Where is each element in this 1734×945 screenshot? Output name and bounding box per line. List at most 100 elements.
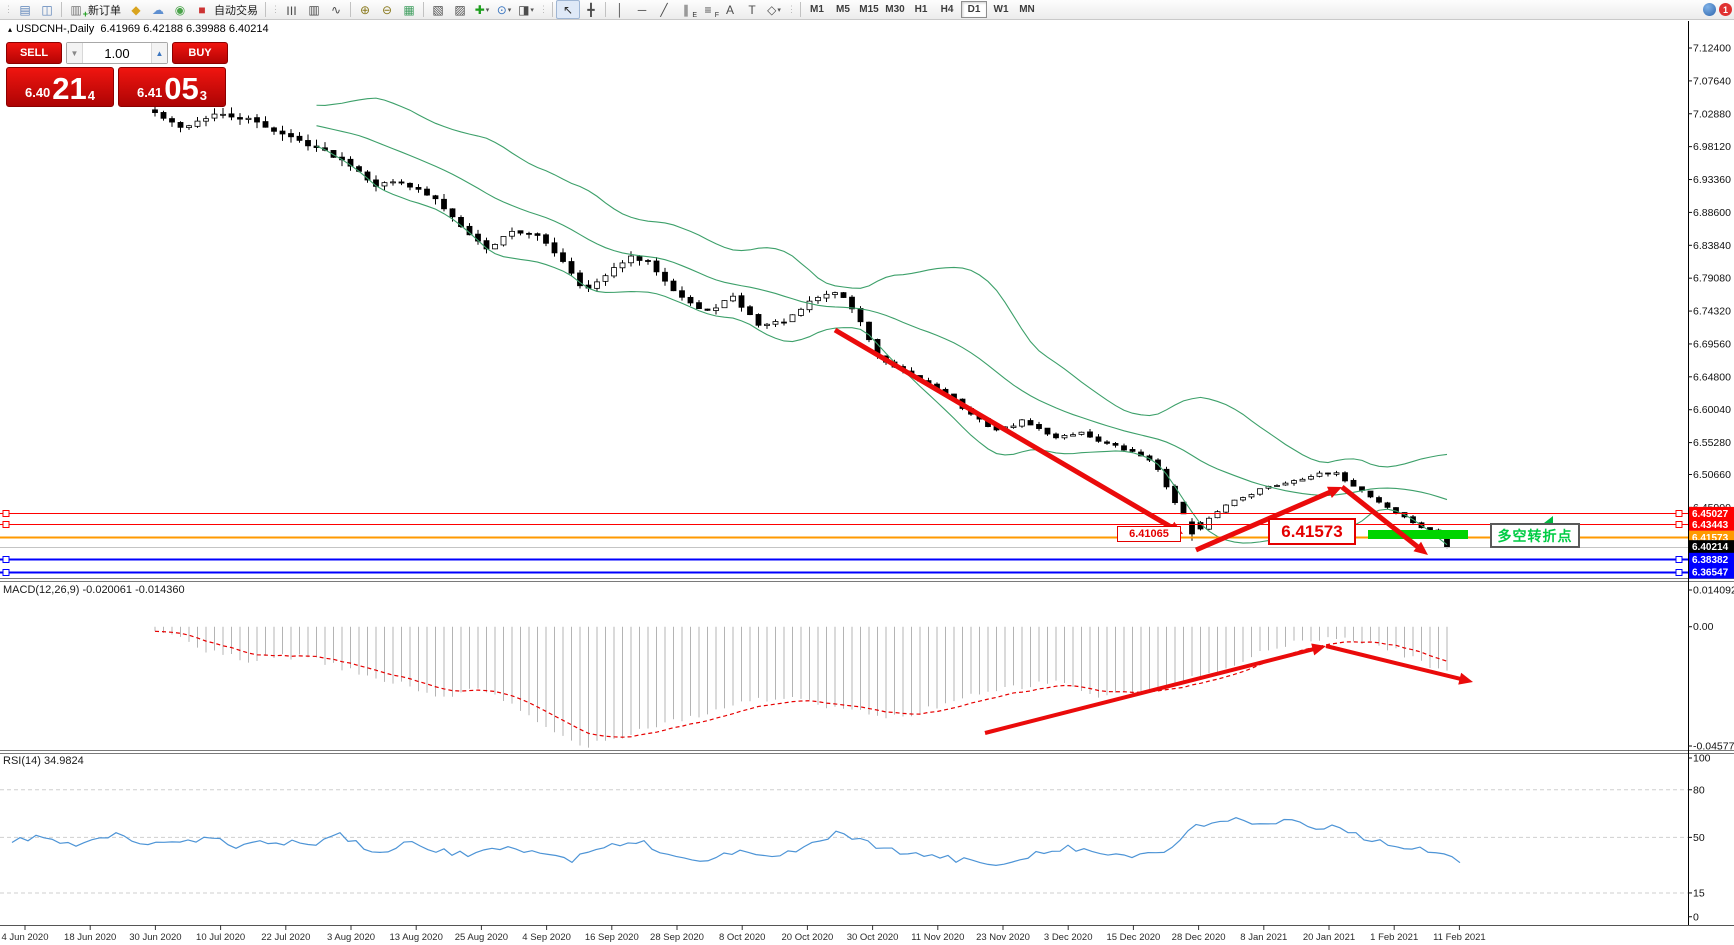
rsi-line [11, 817, 1461, 866]
candlestick-series [152, 105, 1450, 549]
rsi-indicator-label: RSI(14) 34.9824 [3, 755, 84, 767]
channel-tool-icon[interactable]: ∥ E [683, 2, 697, 20]
volume-increase-icon[interactable]: ▲ [151, 43, 167, 63]
svg-text:6.98120: 6.98120 [1693, 141, 1731, 153]
svg-text:0: 0 [1693, 911, 1699, 923]
sell-button[interactable]: SELL [6, 42, 62, 64]
toolbar-separator [61, 2, 62, 17]
vertical-line-tool-icon[interactable]: │ [616, 2, 624, 17]
svg-text:6.45027: 6.45027 [1692, 509, 1729, 520]
buy-button[interactable]: BUY [172, 42, 228, 64]
line-chart-icon[interactable]: ∿ [330, 2, 342, 17]
alerts-icon[interactable] [1703, 3, 1716, 16]
data-window-icon[interactable]: ◫ [41, 2, 53, 17]
svg-text:6.43443: 6.43443 [1692, 520, 1729, 531]
horizontal-level-lines[interactable] [0, 510, 1688, 576]
macd-indicator-label: MACD(12,26,9) -0.020061 -0.014360 [3, 584, 185, 596]
trend-arrows[interactable] [833, 327, 1428, 555]
volume-input[interactable]: 1.00 [104, 45, 130, 61]
collapse-arrow-icon[interactable]: ▴ [8, 25, 13, 34]
svg-text:6.79080: 6.79080 [1693, 273, 1731, 285]
bar-chart-icon[interactable]: ||| [286, 4, 298, 15]
svg-text:30 Jun 2020: 30 Jun 2020 [129, 932, 181, 943]
svg-text:6.93360: 6.93360 [1693, 174, 1731, 186]
timeframe-w1[interactable]: W1 [993, 4, 1009, 15]
turning-point-level-bar[interactable] [1368, 530, 1468, 539]
signals-icon[interactable]: ◉ [174, 2, 186, 17]
svg-text:6.88600: 6.88600 [1693, 207, 1731, 219]
timeframe-m5[interactable]: M5 [836, 4, 850, 15]
crosshair-tool-icon[interactable]: ╋ [587, 2, 595, 17]
svg-text:25 Aug 2020: 25 Aug 2020 [455, 932, 508, 943]
svg-text:20 Oct 2020: 20 Oct 2020 [782, 932, 834, 943]
zoom-out-icon[interactable]: ⊖ [381, 2, 393, 17]
fibonacci-tool-icon[interactable]: ≡ F [704, 2, 719, 20]
horizontal-line-tool-icon[interactable]: ─ [637, 2, 647, 17]
notification-badge[interactable]: 1 [1719, 3, 1732, 16]
add-indicator-icon[interactable]: ✚ ▾ [474, 2, 490, 17]
timeframe-h1[interactable]: H1 [914, 4, 928, 15]
toolbar-grip: ⋮ [787, 4, 796, 14]
text-tool-icon[interactable]: A [725, 2, 734, 17]
key-level-price-label[interactable]: 6.41573 [1268, 518, 1356, 545]
svg-text:10 Jul 2020: 10 Jul 2020 [196, 932, 245, 943]
svg-text:28 Dec 2020: 28 Dec 2020 [1172, 932, 1226, 943]
timeframe-d1[interactable]: D1 [961, 1, 987, 18]
auto-trading-icon[interactable]: ■ [198, 2, 206, 17]
styler-icon[interactable]: ◆ [131, 2, 141, 17]
profile-next-icon[interactable]: ▨ [454, 2, 466, 17]
new-order-icon[interactable]: ▥ + [70, 2, 88, 20]
volume-decrease-icon[interactable]: ▼ [67, 43, 83, 63]
turning-point-text-label[interactable]: 多空转折点 [1490, 523, 1580, 548]
one-click-trading-panel: SELL ▼ 1.00 ▲ BUY 6.40 21 4 6.41 05 3 [6, 42, 228, 107]
buy-price-panel[interactable]: 6.41 05 3 [118, 67, 226, 107]
svg-text:8 Jan 2021: 8 Jan 2021 [1240, 932, 1287, 943]
timeframe-m15[interactable]: M15 [859, 4, 879, 15]
svg-text:6.83840: 6.83840 [1693, 240, 1731, 252]
period-clock-icon[interactable]: ⊙ ▾ [496, 2, 512, 17]
candlestick-chart-icon[interactable]: ▥ [308, 2, 320, 17]
toolbar-separator [552, 2, 553, 17]
toolbar-grip: ⋮ [271, 4, 280, 14]
new-order-label[interactable]: 新订单 [88, 4, 121, 17]
svg-text:0.00: 0.00 [1693, 621, 1714, 633]
template-icon[interactable]: ◨ ▾ [518, 2, 534, 17]
volume-stepper[interactable]: ▼ 1.00 ▲ [66, 42, 168, 64]
timeframe-mn[interactable]: MN [1019, 4, 1035, 15]
charts-list-icon[interactable]: ▤ [19, 2, 31, 17]
svg-text:6.64800: 6.64800 [1693, 371, 1731, 383]
macd-trend-arrow[interactable] [984, 643, 1326, 735]
swing-low-price-label[interactable]: 6.41065 [1117, 526, 1181, 542]
sell-price-panel[interactable]: 6.40 21 4 [6, 67, 114, 107]
svg-text:28 Sep 2020: 28 Sep 2020 [650, 932, 704, 943]
svg-text:20 Jan 2021: 20 Jan 2021 [1303, 932, 1355, 943]
svg-text:15 Dec 2020: 15 Dec 2020 [1106, 932, 1160, 943]
macd-signal-line [154, 630, 1448, 738]
timeframe-m30[interactable]: M30 [885, 4, 905, 15]
arrows-tool-icon[interactable]: ◇ ▾ [767, 2, 781, 17]
community-icon[interactable]: ☁ [152, 2, 164, 17]
svg-text:7.02880: 7.02880 [1693, 108, 1731, 120]
sell-price-pip: 4 [87, 88, 96, 103]
timeframe-m1[interactable]: M1 [810, 4, 824, 15]
tile-windows-icon[interactable]: ▦ [403, 2, 415, 17]
svg-text:1 Feb 2021: 1 Feb 2021 [1370, 932, 1418, 943]
timeframe-h4[interactable]: H4 [940, 4, 954, 15]
macd-trend-arrow[interactable] [1325, 644, 1473, 685]
trendline-tool-icon[interactable]: ╱ [660, 2, 668, 17]
auto-trading-label[interactable]: 自动交易 [214, 4, 258, 17]
sell-price-prefix: 6.40 [24, 85, 51, 100]
toolbar-separator [265, 2, 266, 17]
cursor-tool-icon[interactable]: ↖ [556, 0, 580, 19]
macd-pane [154, 626, 1473, 748]
main-price-pane [152, 97, 1450, 549]
bollinger-bands [316, 97, 1448, 546]
svg-text:7.07640: 7.07640 [1693, 75, 1731, 87]
svg-text:11 Nov 2020: 11 Nov 2020 [911, 932, 964, 943]
text-label-tool-icon[interactable]: T [748, 2, 756, 17]
zoom-in-icon[interactable]: ⊕ [359, 2, 371, 17]
profile-previous-icon[interactable]: ▧ [432, 2, 444, 17]
